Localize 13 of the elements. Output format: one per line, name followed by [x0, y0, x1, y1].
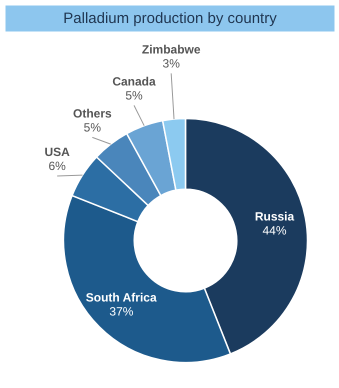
- slice-label: Zimbabwe: [142, 42, 201, 56]
- data-label: 3%: [162, 56, 180, 70]
- data-label: 6%: [48, 159, 66, 174]
- slice-label: USA: [44, 145, 70, 160]
- chart-title: Palladium production by country: [63, 10, 278, 27]
- data-label: 37%: [109, 304, 134, 319]
- data-label: 5%: [84, 120, 102, 134]
- slice-label: South Africa: [86, 290, 157, 305]
- slice-label: Others: [73, 106, 112, 120]
- data-label: 44%: [262, 224, 287, 238]
- data-label: 5%: [125, 88, 144, 102]
- slice-label: Canada: [112, 74, 156, 88]
- slice-label: Russia: [254, 210, 295, 224]
